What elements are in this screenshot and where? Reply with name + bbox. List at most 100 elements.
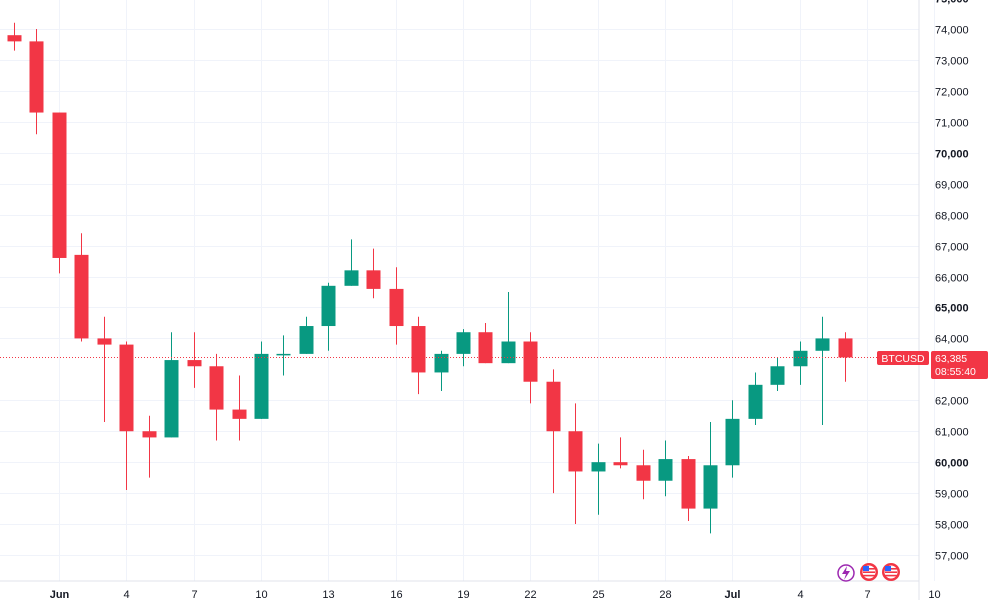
candle-bearish [838, 332, 853, 382]
candle-bearish [232, 375, 247, 441]
candle-bearish [568, 403, 583, 525]
bar-countdown: 08:55:40 [935, 366, 976, 378]
candle-body [366, 270, 381, 289]
candle-bullish [299, 316, 314, 354]
grid-lines [0, 0, 935, 581]
lightning-icon[interactable] [837, 564, 855, 582]
candle-body [546, 381, 561, 432]
price-tick-label: 74,000 [935, 25, 969, 37]
price-tick-label: 57,000 [935, 551, 969, 563]
candle-body [142, 431, 157, 438]
candles [7, 22, 853, 534]
candle-body [523, 341, 538, 382]
candle-bullish [658, 440, 673, 497]
candle-body [613, 462, 628, 466]
candle-bearish [97, 316, 112, 422]
time-axis[interactable]: Jun 4 7 10 13 16 19 22 25 28 Jul 4 7 10 [50, 589, 941, 600]
last-price-tag-bg [931, 351, 988, 379]
candle-body [793, 350, 808, 367]
price-axis[interactable]: 57,000 58,000 59,000 60,000 61,000 62,000 64,0… [935, 0, 969, 563]
candle-body [636, 465, 651, 481]
price-tick-label: 64,000 [935, 334, 969, 346]
price-tick-label: 67,000 [935, 242, 969, 254]
candle-body [725, 418, 740, 466]
symbol-tag-label: BTCUSD [881, 353, 925, 365]
time-tick-label: Jul [725, 589, 741, 600]
candle-body [52, 112, 67, 258]
time-tick-label: 28 [659, 589, 671, 600]
candle-bearish [411, 316, 426, 395]
price-tick-label: 66,000 [935, 273, 969, 285]
time-tick-label: 10 [928, 589, 940, 600]
candle-body [321, 285, 336, 327]
candle-body [299, 326, 314, 354]
time-tick-label: 22 [524, 589, 536, 600]
candle-bearish [681, 455, 696, 521]
candle-body [97, 338, 112, 345]
candle-body [770, 366, 785, 385]
candle-bearish [142, 415, 157, 478]
time-tick-label: 4 [797, 589, 803, 600]
time-tick-label: 19 [457, 589, 469, 600]
candle-body [232, 409, 247, 419]
symbol-tag[interactable]: BTCUSD [877, 351, 929, 365]
price-tick-label: 65,000 [935, 303, 969, 315]
candle-bullish [591, 443, 606, 515]
candle-bearish [366, 248, 381, 299]
candle-body [703, 465, 718, 509]
price-tick-label: 73,000 [935, 56, 969, 68]
candle-body [7, 35, 22, 42]
candle-body [187, 360, 202, 367]
candle-bearish [523, 332, 538, 404]
time-tick-label: 25 [592, 589, 604, 600]
us-flag-icon[interactable] [860, 563, 878, 581]
candle-bullish [164, 332, 179, 438]
candle-body [748, 384, 763, 419]
candle-body [29, 41, 44, 113]
candle-bullish [793, 341, 808, 385]
time-tick-label: Jun [50, 589, 70, 600]
candle-bearish [389, 267, 404, 345]
price-tick-label: 72,000 [935, 87, 969, 99]
time-tick-label: 10 [255, 589, 267, 600]
symbol-tag-bg [877, 351, 929, 365]
candle-bearish [478, 322, 493, 364]
candle-body [501, 341, 516, 364]
candle-body [119, 344, 134, 432]
candle-body [658, 459, 673, 481]
time-tick-label: 7 [864, 589, 870, 600]
candle-bearish [29, 29, 44, 135]
price-tick-label: 60,000 [935, 458, 969, 470]
us-flag-icon[interactable] [882, 563, 900, 581]
candle-body [389, 288, 404, 327]
price-tick-label: 70,000 [935, 149, 969, 161]
candle-bullish [254, 341, 269, 419]
candle-body [74, 254, 89, 339]
candle-bullish [815, 316, 830, 426]
candle-body [456, 332, 471, 354]
price-tick-label: 61,000 [935, 427, 969, 439]
candle-bearish [52, 112, 67, 274]
price-tick-label: 71,000 [935, 118, 969, 130]
candle-bearish [613, 437, 628, 469]
candle-body [209, 366, 224, 410]
price-tick-label: 62,000 [935, 396, 969, 408]
candle-body [434, 353, 449, 373]
time-tick-label: 7 [191, 589, 197, 600]
candle-bearish [7, 22, 22, 51]
candle-bullish [344, 239, 359, 286]
candle-body [591, 462, 606, 472]
candle-body [164, 360, 179, 438]
candle-bullish [703, 421, 718, 534]
candle-bearish [119, 341, 134, 491]
candle-body [254, 353, 269, 419]
candle-body [344, 270, 359, 286]
candle-body [838, 338, 853, 358]
last-price-value: 63,385 [935, 353, 967, 365]
candle-bearish [636, 449, 651, 500]
candle-body [276, 353, 291, 356]
price-tick-label: 59,000 [935, 489, 969, 501]
price-tick-label: 75,000 [935, 0, 969, 6]
